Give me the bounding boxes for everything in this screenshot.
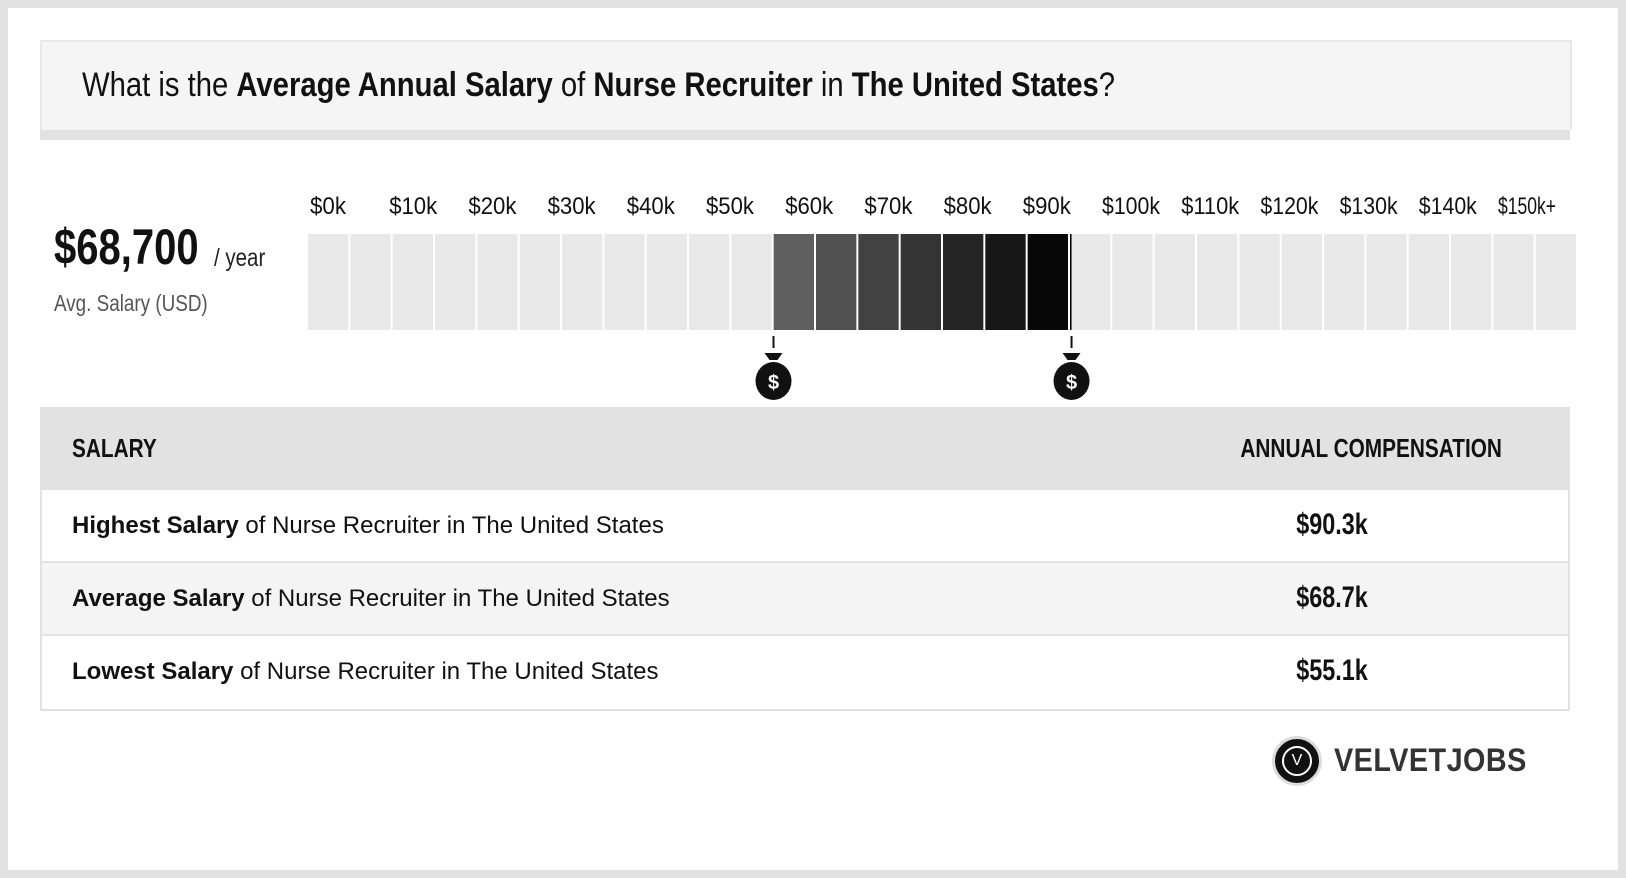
chart-segment — [1451, 234, 1492, 330]
chart-tick-label: $140k — [1419, 193, 1478, 220]
chart-tick-label: $50k — [706, 193, 755, 220]
average-salary-value: $68,700 — [54, 219, 199, 275]
money-bag-icon: $ — [1053, 336, 1090, 400]
chart-tick-label: $0k — [310, 193, 347, 220]
chart-tick-label: $30k — [548, 193, 597, 220]
chart-segment — [1197, 234, 1238, 330]
chart-segment — [731, 234, 772, 330]
logo-letter: V — [1282, 746, 1312, 776]
chart-tick-label: $120k — [1260, 193, 1319, 220]
page-header: What is the Average Annual Salary of Nur… — [40, 40, 1572, 130]
chart-segment — [435, 234, 476, 330]
row-value: $90.3k — [1296, 508, 1368, 541]
page-title: What is the Average Annual Salary of Nur… — [82, 66, 1116, 104]
row-value: $55.1k — [1296, 654, 1368, 687]
chart-segment — [1112, 234, 1153, 330]
chart-tick-label: $10k — [389, 193, 438, 220]
average-salary-label: Avg. Salary (USD) — [54, 290, 208, 316]
chart-tick-label: $20k — [468, 193, 517, 220]
row-value: $68.7k — [1296, 581, 1368, 614]
chart-range-segment — [1027, 234, 1068, 330]
row-label: Highest Salary of Nurse Recruiter in The… — [72, 512, 664, 539]
chart-tick-label: $110k — [1181, 193, 1240, 220]
chart-tick-label: $60k — [785, 193, 834, 220]
row-label: Lowest Salary of Nurse Recruiter in The … — [72, 658, 659, 685]
chart-segment — [477, 234, 518, 330]
chart-segment — [1154, 234, 1195, 330]
chart-segment — [1070, 234, 1111, 330]
chart-tick-label: $130k — [1340, 193, 1399, 220]
column-header-salary: SALARY — [72, 433, 157, 463]
chart-segment — [519, 234, 560, 330]
salary-range-chart: $0k $10k $20k $30k $40k $50k $60k $70k $80k $90k $… — [308, 193, 1576, 400]
chart-segment — [1493, 234, 1534, 330]
chart-segment — [646, 234, 687, 330]
chart-segment — [689, 234, 730, 330]
money-bag-icon: $ — [755, 336, 792, 400]
chart-segment — [392, 234, 433, 330]
logo-badge-icon: V — [1272, 736, 1322, 786]
logo-wordmark: VELVETJOBS — [1334, 742, 1527, 778]
chart-segment — [1239, 234, 1280, 330]
average-salary-unit: / year — [214, 244, 266, 272]
chart-tick-label: $100k — [1102, 193, 1161, 220]
column-header-compensation: ANNUAL COMPENSATION — [1240, 433, 1502, 463]
svg-text:$: $ — [1066, 372, 1077, 394]
table-row-average: Average Salary of Nurse Recruiter in The… — [42, 561, 1568, 634]
chart-segment — [350, 234, 391, 330]
chart-range-segment — [816, 234, 857, 330]
row-label: Average Salary of Nurse Recruiter in The… — [72, 585, 670, 612]
chart-segment — [1366, 234, 1407, 330]
chart-range-segment — [943, 234, 984, 330]
chart-segment — [308, 234, 349, 330]
chart-segment — [1408, 234, 1449, 330]
header-underline — [40, 130, 1570, 140]
chart-tick-label: $70k — [864, 193, 913, 220]
svg-text:$: $ — [768, 372, 779, 394]
chart-tick-label: $80k — [944, 193, 993, 220]
table-header: SALARY ANNUAL COMPENSATION — [42, 409, 1568, 488]
table-row-highest: Highest Salary of Nurse Recruiter in The… — [42, 488, 1568, 561]
chart-tick-label: $150k+ — [1498, 193, 1556, 220]
chart-range-segment — [1070, 234, 1072, 330]
velvetjobs-logo: V VELVETJOBS — [1272, 736, 1532, 792]
chart-tick-label: $40k — [627, 193, 676, 220]
salary-table: SALARY ANNUAL COMPENSATION Highest Salar… — [40, 407, 1570, 711]
chart-range-segment — [773, 234, 814, 330]
chart-segment — [1324, 234, 1365, 330]
table-row-lowest: Lowest Salary of Nurse Recruiter in The … — [42, 634, 1568, 707]
chart-range-segment — [985, 234, 1026, 330]
chart-segment — [1535, 234, 1576, 330]
chart-range-segment — [900, 234, 941, 330]
chart-segment — [1281, 234, 1322, 330]
chart-segment — [604, 234, 645, 330]
chart-segment — [562, 234, 603, 330]
chart-tick-label: $90k — [1023, 193, 1072, 220]
chart-range-segment — [858, 234, 899, 330]
